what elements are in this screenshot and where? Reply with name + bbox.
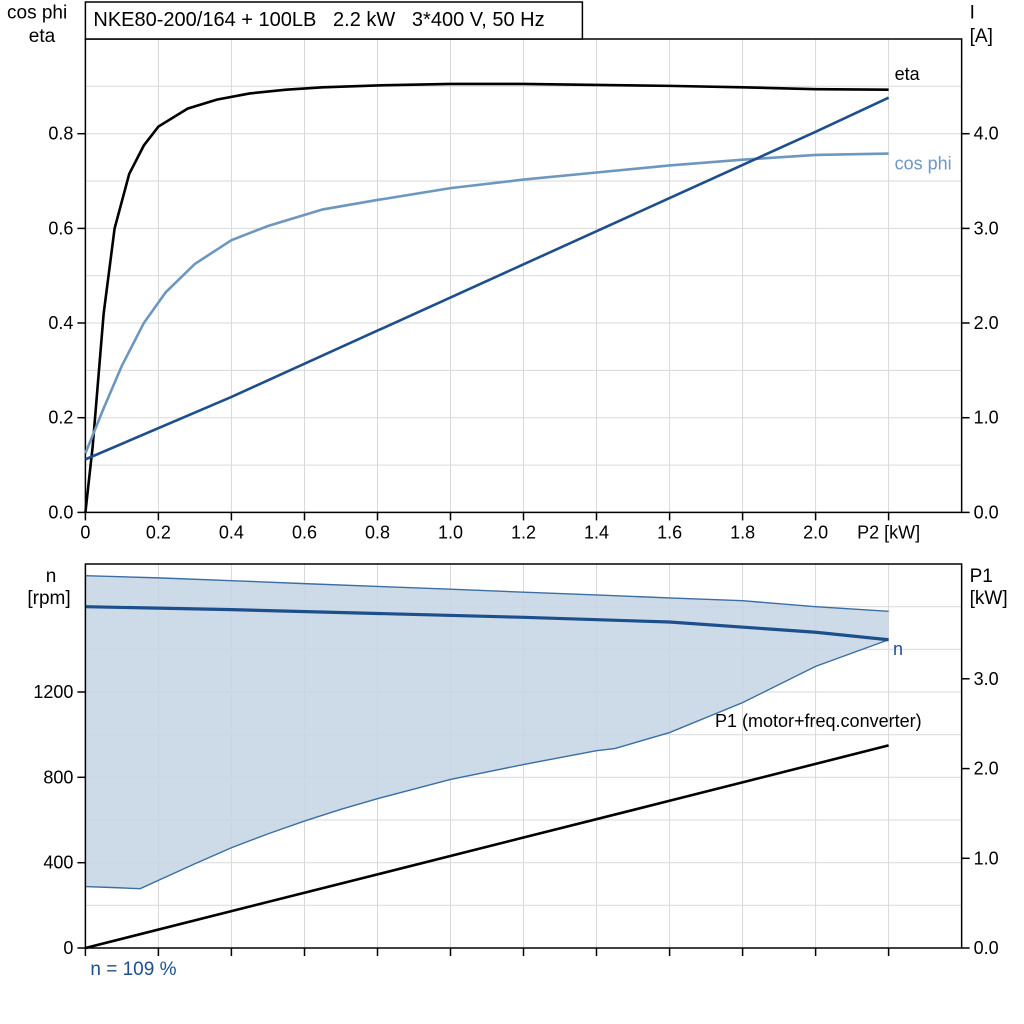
svg-text:[rpm]: [rpm] <box>27 588 70 609</box>
svg-text:1.4: 1.4 <box>584 522 609 542</box>
svg-text:2.0: 2.0 <box>803 522 828 542</box>
svg-text:1.0: 1.0 <box>974 408 999 428</box>
svg-text:P1: P1 <box>970 566 993 587</box>
svg-text:0.2: 0.2 <box>48 408 73 428</box>
svg-text:1.6: 1.6 <box>657 522 682 542</box>
svg-text:eta: eta <box>895 64 921 84</box>
svg-text:0.0: 0.0 <box>48 502 73 522</box>
svg-text:3.0: 3.0 <box>974 669 999 689</box>
svg-text:n = 109 %: n = 109 % <box>90 959 176 980</box>
svg-text:4.0: 4.0 <box>974 124 999 144</box>
svg-text:I: I <box>970 3 975 24</box>
svg-text:800: 800 <box>43 767 73 787</box>
svg-text:1.0: 1.0 <box>438 522 463 542</box>
svg-text:[kW]: [kW] <box>970 588 1008 609</box>
svg-text:0.6: 0.6 <box>48 218 73 238</box>
svg-text:P1 (motor+freq.converter): P1 (motor+freq.converter) <box>715 711 922 731</box>
svg-text:0.8: 0.8 <box>48 124 73 144</box>
svg-text:1200: 1200 <box>33 682 73 702</box>
svg-text:n: n <box>46 566 57 587</box>
svg-text:cos phi: cos phi <box>7 3 67 24</box>
svg-text:0.4: 0.4 <box>219 522 244 542</box>
svg-text:eta: eta <box>29 26 56 47</box>
svg-text:0.0: 0.0 <box>974 938 999 958</box>
svg-text:1.0: 1.0 <box>974 848 999 868</box>
svg-text:0: 0 <box>63 938 73 958</box>
svg-text:2.0: 2.0 <box>974 759 999 779</box>
svg-text:[A]: [A] <box>970 26 993 47</box>
svg-text:1.8: 1.8 <box>730 522 755 542</box>
svg-text:0.8: 0.8 <box>365 522 390 542</box>
svg-text:2.0: 2.0 <box>974 313 999 333</box>
svg-text:0.0: 0.0 <box>974 502 999 522</box>
svg-text:P2 [kW]: P2 [kW] <box>857 522 920 542</box>
svg-text:400: 400 <box>43 853 73 873</box>
svg-text:n: n <box>893 639 903 659</box>
svg-text:1.2: 1.2 <box>511 522 536 542</box>
svg-text:NKE80-200/164 + 100LB 2.2 kW: NKE80-200/164 + 100LB 2.2 kW 3*400 V, 50… <box>93 9 544 31</box>
svg-text:0.4: 0.4 <box>48 313 73 333</box>
svg-text:cos phi: cos phi <box>895 154 952 174</box>
svg-text:3.0: 3.0 <box>974 218 999 238</box>
svg-text:0.2: 0.2 <box>146 522 171 542</box>
svg-text:0: 0 <box>80 522 90 542</box>
svg-text:0.6: 0.6 <box>292 522 317 542</box>
